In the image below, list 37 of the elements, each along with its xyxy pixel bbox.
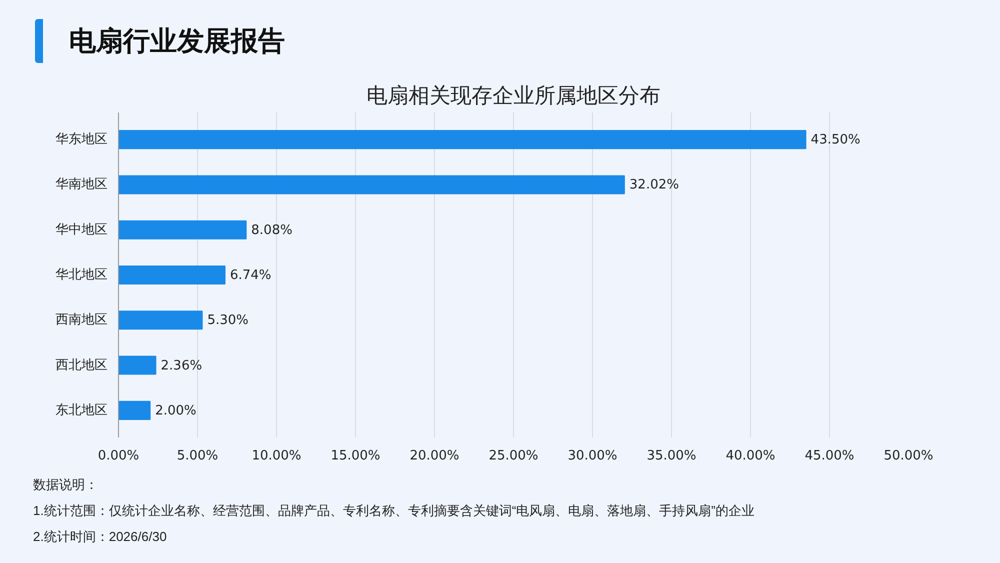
x-tick-label: 0.00% bbox=[98, 448, 140, 464]
data-label: 2.36% bbox=[160, 358, 202, 374]
y-tick-label: 华北地区 bbox=[56, 268, 108, 282]
bar bbox=[118, 130, 806, 150]
data-label: 43.50% bbox=[810, 132, 860, 148]
x-tick-label: 5.00% bbox=[176, 448, 218, 464]
y-tick-label: 西北地区 bbox=[56, 358, 108, 373]
data-label: 5.30% bbox=[207, 313, 249, 328]
y-tick-label: 华南地区 bbox=[56, 177, 108, 192]
data-label: 2.00% bbox=[155, 403, 196, 418]
data-label: 6.74% bbox=[230, 268, 272, 283]
data-label: 8.08% bbox=[251, 222, 292, 238]
y-tick-label: 华东地区 bbox=[56, 132, 108, 148]
x-tick-label: 45.00% bbox=[804, 448, 854, 464]
x-tick-label: 50.00% bbox=[884, 448, 934, 464]
bar bbox=[118, 356, 156, 375]
chart-title: 电扇行业发展报告 bbox=[35, 19, 285, 63]
text: 数据说明： bbox=[33, 476, 99, 494]
y-tick-label: 西南地区 bbox=[56, 312, 108, 328]
x-tick-label: 20.00% bbox=[410, 448, 460, 464]
text: 1.统计范围：仅统计企业名称、经营范围、品牌产品、专利名称、专利摘要含关键词“电风扇、电扇、落地扇、手持风扇”的企业 bbox=[33, 502, 754, 520]
x-tick-label: 30.00% bbox=[568, 448, 618, 464]
bar bbox=[118, 310, 203, 330]
data-label: 32.02% bbox=[629, 178, 679, 193]
y-tick-label: 东北地区 bbox=[56, 402, 108, 418]
bar bbox=[118, 265, 226, 285]
text: 2.统计时间：2026/6/30 bbox=[33, 528, 168, 546]
chart-subtitle: 电扇相关现存企业所属地区分布 bbox=[366, 84, 660, 108]
y-tick-label: 华中地区 bbox=[56, 222, 108, 238]
bar bbox=[118, 220, 247, 240]
x-tick-label: 40.00% bbox=[726, 448, 776, 464]
bar bbox=[118, 175, 625, 194]
x-tick-label: 15.00% bbox=[330, 448, 380, 464]
bar bbox=[118, 400, 151, 420]
x-tick-label: 25.00% bbox=[488, 448, 538, 464]
x-tick-label: 35.00% bbox=[646, 448, 696, 464]
x-tick-label: 10.00% bbox=[252, 448, 302, 464]
